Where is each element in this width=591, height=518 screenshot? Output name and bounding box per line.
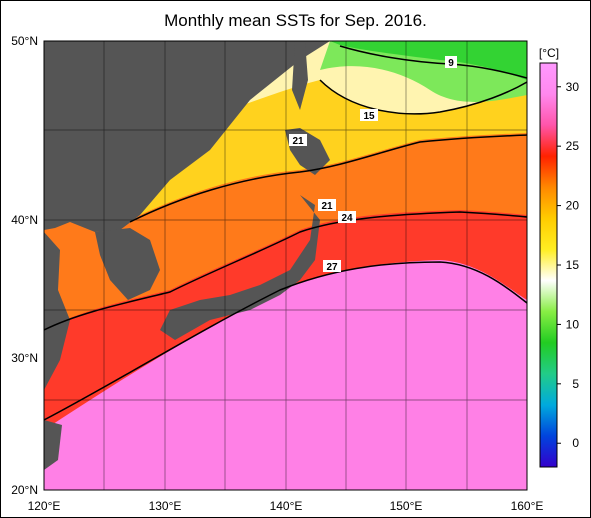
isotherm-24 xyxy=(44,211,527,331)
map-border xyxy=(43,40,528,491)
isotherm-label-15: 15 xyxy=(360,109,378,122)
lat-label-50n: 50°N xyxy=(11,34,38,48)
colorbar-tick-label: 15 xyxy=(566,258,580,272)
isotherm-label-24: 24 xyxy=(338,211,356,224)
lat-label-30n: 30°N xyxy=(11,351,38,365)
lat-label-40n: 40°N xyxy=(11,213,38,227)
isotherm-label-27: 27 xyxy=(323,260,341,273)
lon-label-120e: 120°E xyxy=(28,499,61,513)
colorbar-tick-label: 5 xyxy=(572,377,579,391)
colorbar-ticks: 30 25 20 15 10 5 0 xyxy=(557,80,579,450)
colorbar xyxy=(539,62,558,468)
map-area xyxy=(44,41,527,490)
svg-text:24: 24 xyxy=(341,213,353,224)
isotherm-21 xyxy=(129,134,527,223)
colorbar-unit: [°C] xyxy=(539,46,559,60)
lat-label-20n: 20°N xyxy=(11,483,38,497)
land-sakhalin xyxy=(292,41,308,110)
lon-label-160e: 160°E xyxy=(511,499,544,513)
isotherm-label-21b: 21 xyxy=(318,199,336,212)
land-taiwan xyxy=(44,420,62,470)
colorbar-tick-label: 0 xyxy=(572,436,579,450)
lon-label-150e: 150°E xyxy=(390,499,423,513)
svg-text:27: 27 xyxy=(326,262,338,273)
colorbar-tick-label: 20 xyxy=(566,199,580,213)
colorbar-tick-label: 10 xyxy=(566,317,580,331)
land-china-coast xyxy=(44,232,70,390)
svg-text:15: 15 xyxy=(363,111,375,122)
land-korea xyxy=(95,228,160,300)
lon-label-130e: 130°E xyxy=(149,499,182,513)
colorbar-tick-label: 25 xyxy=(566,139,580,153)
isotherm-label-21a: 21 xyxy=(289,134,307,147)
isotherm-label-9: 9 xyxy=(445,56,457,69)
isotherm-15 xyxy=(319,79,527,115)
isotherm-27 xyxy=(44,261,527,421)
lon-label-140e: 140°E xyxy=(270,499,303,513)
page-title: Monthly mean SSTs for Sep. 2016. xyxy=(164,11,427,30)
graticule xyxy=(44,41,527,490)
land-japan-main xyxy=(160,195,320,340)
colorbar-tick-label: 30 xyxy=(566,80,580,94)
land-asia-continent xyxy=(44,41,330,232)
svg-text:9: 9 xyxy=(448,58,454,69)
svg-text:21: 21 xyxy=(321,201,333,212)
ocean-cold-region xyxy=(330,41,527,80)
svg-text:21: 21 xyxy=(292,136,304,147)
